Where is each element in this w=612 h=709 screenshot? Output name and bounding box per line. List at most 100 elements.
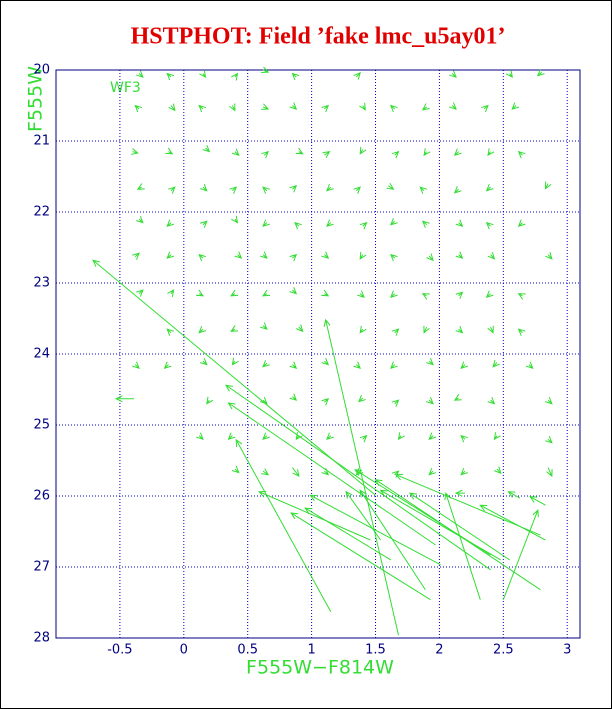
arrow	[357, 290, 365, 298]
y-tick-label: 23	[33, 276, 50, 291]
arrow	[130, 148, 139, 155]
arrow	[289, 286, 298, 295]
arrow	[449, 102, 457, 110]
arrow	[262, 219, 270, 227]
arrow	[397, 432, 405, 441]
arrow	[292, 467, 300, 478]
arrow	[353, 361, 362, 369]
arrow	[195, 289, 204, 297]
arrow	[449, 70, 457, 78]
arrow	[453, 148, 462, 156]
arrow	[136, 215, 144, 224]
arrow	[289, 184, 298, 193]
arrow	[359, 251, 367, 260]
arrow	[289, 393, 298, 401]
arrow	[231, 72, 239, 81]
arrow	[231, 148, 240, 156]
arrow	[136, 289, 144, 297]
arrow	[391, 150, 400, 159]
arrow	[166, 328, 175, 336]
arrow	[231, 357, 239, 366]
arrow	[428, 468, 437, 476]
arrow	[455, 291, 464, 299]
arrow	[136, 70, 144, 78]
y-tick-label: 22	[33, 205, 50, 220]
arrow	[485, 221, 494, 230]
arrow	[326, 219, 334, 227]
x-tick-label: 0.5	[237, 643, 258, 658]
arrow	[460, 468, 468, 476]
arrow	[289, 102, 298, 110]
arrow	[260, 322, 268, 330]
arrow	[460, 361, 468, 369]
arrow	[167, 289, 175, 298]
arrow	[134, 104, 143, 113]
arrow	[545, 397, 553, 405]
arrow	[487, 148, 495, 157]
arrow	[168, 103, 176, 112]
arrow	[229, 186, 238, 194]
arrow	[235, 438, 332, 612]
y-tick-label: 24	[33, 347, 50, 362]
arrow	[525, 361, 534, 369]
arrow	[517, 328, 526, 336]
arrow	[386, 182, 395, 190]
y-tick-label: 20	[33, 63, 50, 78]
arrow	[92, 259, 376, 496]
y-tick-label: 26	[33, 489, 50, 504]
arrow	[419, 186, 428, 194]
arrow	[230, 289, 239, 297]
arrow	[505, 70, 513, 79]
arrow	[322, 150, 331, 158]
arrow	[529, 496, 546, 506]
arrow	[165, 147, 174, 155]
arrow	[455, 219, 464, 227]
arrow	[426, 397, 434, 405]
arrow	[261, 103, 270, 110]
arrow	[295, 147, 304, 155]
arrow	[426, 253, 434, 262]
arrow	[428, 432, 437, 440]
arrow	[260, 397, 268, 405]
arrow	[421, 220, 430, 228]
arrow	[391, 328, 400, 336]
y-tick-label: 21	[33, 134, 50, 149]
arrow	[493, 432, 501, 441]
arrow	[517, 293, 526, 300]
arrow	[166, 251, 175, 259]
arrow	[291, 72, 300, 81]
arrow	[199, 220, 208, 228]
arrow	[166, 72, 175, 81]
x-tick-label: 2.5	[493, 643, 514, 658]
arrow	[426, 357, 434, 366]
arrow	[289, 361, 298, 369]
arrow	[289, 253, 298, 262]
arrow	[421, 293, 430, 300]
arrow	[359, 102, 366, 111]
arrow	[507, 491, 521, 499]
arrow	[262, 289, 271, 297]
arrow	[326, 432, 334, 440]
annotation: WF3	[110, 80, 141, 96]
arrow	[163, 361, 172, 369]
plot-frame	[55, 69, 581, 639]
arrow	[321, 357, 330, 366]
arrow	[359, 146, 367, 155]
y-tick-label: 25	[33, 418, 50, 433]
arrow	[304, 507, 392, 561]
arrow	[409, 492, 510, 561]
arrow	[230, 325, 239, 332]
arrow	[132, 361, 140, 369]
arrow	[460, 434, 468, 443]
arrow	[390, 218, 398, 226]
arrow	[511, 102, 520, 110]
arrow	[517, 219, 526, 227]
x-axis-label: F555W−F814W	[246, 657, 394, 679]
arrow	[168, 186, 176, 194]
arrow	[326, 184, 334, 192]
arrow	[390, 253, 398, 262]
arrow	[544, 181, 552, 190]
arrow	[229, 103, 236, 112]
x-tick-label: 1	[307, 643, 315, 658]
